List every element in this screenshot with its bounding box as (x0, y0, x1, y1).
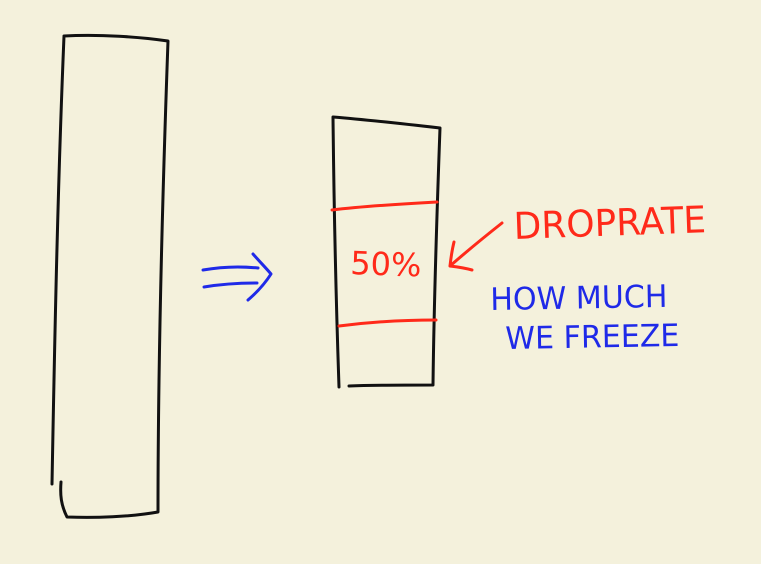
freeze-label-line-2: WE FREEZE (505, 317, 680, 357)
reduced-bar (331, 115, 442, 389)
percent-label: 50% (349, 244, 423, 285)
full-bar (50, 33, 170, 519)
dropout-bottom-line (337, 318, 438, 328)
freeze-label-line-1: HOW MUCH (490, 278, 668, 318)
dropout-top-line (330, 200, 439, 212)
droprate-label: DROPRATE (513, 198, 707, 248)
annotation-arrow (448, 221, 504, 272)
transform-arrow (201, 252, 273, 302)
